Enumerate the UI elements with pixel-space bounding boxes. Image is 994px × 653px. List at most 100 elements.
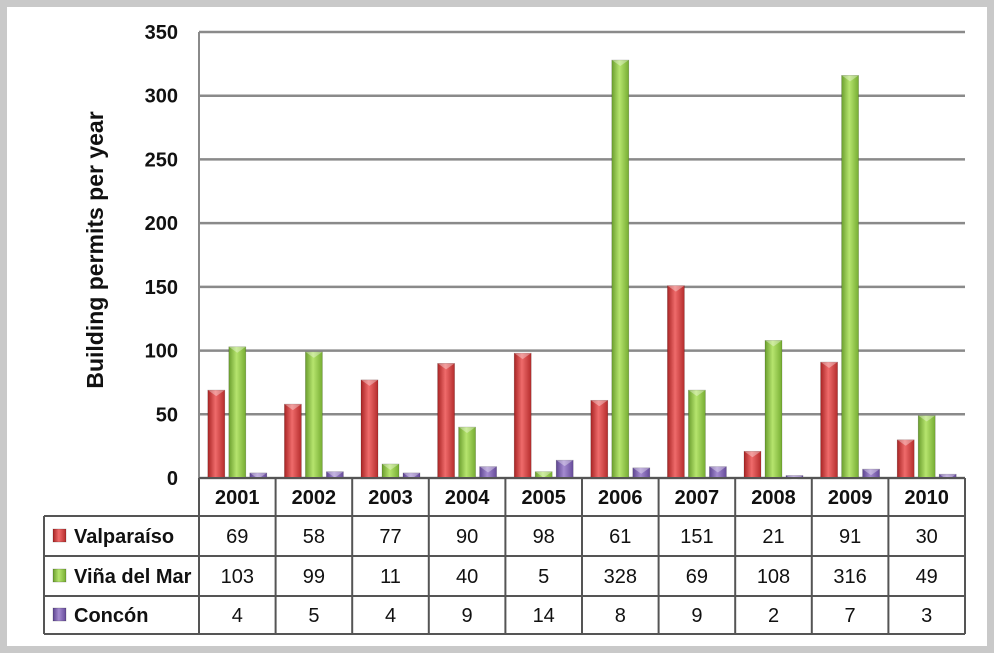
bar-top-bevel: [918, 415, 936, 422]
data-cell: 9: [691, 605, 702, 627]
bar-top-bevel: [437, 363, 455, 370]
category-label: 2009: [828, 487, 873, 509]
bar-top-bevel: [479, 466, 497, 473]
data-cell: 58: [303, 526, 325, 548]
bar-valpara-so-2005: [513, 352, 532, 479]
legend-key-conc-n: [52, 607, 67, 622]
data-cell: 9: [462, 605, 473, 627]
y-tick-label: 200: [145, 213, 178, 235]
bar-vi-a-del-mar-2002: [305, 351, 323, 479]
data-cell: 69: [226, 526, 248, 548]
y-axis-label: Building permits per year: [82, 111, 108, 388]
data-cell: 98: [533, 526, 555, 548]
category-label: 2006: [598, 487, 643, 509]
bar-vi-a-del-mar-2001: [228, 346, 247, 479]
data-cell: 103: [221, 566, 254, 588]
legend-key-valpara-so: [52, 528, 67, 543]
bar-valpara-so-2004: [437, 363, 455, 479]
bar-top-bevel: [305, 351, 323, 358]
bar-vi-a-del-mar-2010: [917, 415, 936, 479]
bar-valpara-so-2002: [284, 403, 302, 479]
category-label: 2004: [445, 487, 490, 509]
bar-top-bevel: [535, 471, 553, 478]
series-name: Concón: [74, 605, 148, 627]
bar-top-bevel: [632, 467, 650, 474]
bar-top-bevel: [403, 472, 420, 479]
bar-top-bevel: [667, 285, 685, 292]
bar-top-bevel: [382, 463, 399, 470]
data-cell: 108: [757, 566, 790, 588]
bars: [207, 59, 957, 482]
y-tick-label: 50: [156, 404, 178, 426]
bar-top-bevel: [514, 353, 532, 360]
category-label: 2005: [521, 487, 566, 509]
bar-vi-a-del-mar-2009: [841, 75, 859, 479]
data-cell: 2: [768, 605, 779, 627]
legend-key-vi-a-del-mar: [52, 568, 67, 583]
bar-top-bevel: [361, 379, 378, 386]
bar-top-bevel: [458, 427, 476, 434]
bar-top-bevel: [228, 346, 246, 353]
data-cell: 4: [385, 605, 396, 627]
bar-top-bevel: [841, 75, 859, 82]
data-cell: 14: [533, 605, 555, 627]
series-name: Viña del Mar: [74, 566, 192, 588]
y-tick-label: 150: [145, 277, 178, 299]
y-tick-label: 0: [167, 468, 178, 490]
bar-top-bevel: [590, 400, 608, 407]
bar-top-bevel: [820, 362, 838, 369]
data-cell: 90: [456, 526, 478, 548]
bar-top-bevel: [249, 472, 267, 479]
y-tick-label: 350: [145, 22, 178, 44]
data-cell: 5: [538, 566, 549, 588]
data-cell: 5: [308, 605, 319, 627]
bar-top-bevel: [284, 404, 302, 411]
bar-vi-a-del-mar-2008: [764, 340, 783, 479]
data-cell: 4: [232, 605, 243, 627]
y-axis-ticks: 0 50 100 150 200 250 300 350: [145, 22, 178, 490]
bar-top-bevel: [765, 340, 782, 347]
data-cell: 77: [379, 526, 401, 548]
y-tick-label: 300: [145, 86, 178, 108]
bar-top-bevel: [744, 451, 761, 458]
bar-vi-a-del-mar-2006: [611, 59, 630, 479]
bar-valpara-so-2006: [590, 399, 609, 479]
data-cell: 11: [380, 566, 401, 588]
data-cell: 91: [839, 526, 861, 548]
bar-valpara-so-2007: [667, 285, 685, 479]
y-tick-label: 100: [145, 341, 178, 363]
bar-top-bevel: [862, 469, 880, 476]
bar-valpara-so-2009: [820, 361, 838, 479]
data-cell: 30: [916, 526, 938, 548]
data-cell: 40: [456, 566, 478, 588]
data-cell: 99: [303, 566, 325, 588]
bar-top-bevel: [688, 390, 706, 397]
bar-top-bevel: [709, 466, 727, 473]
bar-top-bevel: [207, 390, 225, 397]
data-cell: 3: [921, 605, 932, 627]
data-cell: 49: [916, 566, 938, 588]
bar-top-bevel: [611, 60, 629, 67]
category-label: 2007: [675, 487, 720, 509]
bar-vi-a-del-mar-2007: [688, 389, 706, 479]
bar-vi-a-del-mar-2004: [458, 426, 476, 479]
data-table: 2001 2002 2003 2004 2005 2006 2007 2008 2009 2010…: [43, 477, 966, 635]
series-name: Valparaíso: [74, 526, 174, 548]
category-label: 2002: [292, 487, 337, 509]
bar-valpara-so-2003: [360, 379, 379, 479]
data-cell: 8: [615, 605, 626, 627]
bar-valpara-so-2001: [207, 389, 226, 479]
data-cell: 21: [762, 526, 784, 548]
category-label: 2008: [751, 487, 796, 509]
bar-top-bevel: [556, 460, 574, 467]
data-cell: 61: [609, 526, 631, 548]
bar-top-bevel: [897, 439, 915, 446]
category-label: 2010: [904, 487, 949, 509]
data-cell: 151: [680, 526, 713, 548]
category-label: 2003: [368, 487, 413, 509]
category-label: 2001: [215, 487, 260, 509]
data-cell: 328: [604, 566, 637, 588]
data-cell: 7: [845, 605, 856, 627]
